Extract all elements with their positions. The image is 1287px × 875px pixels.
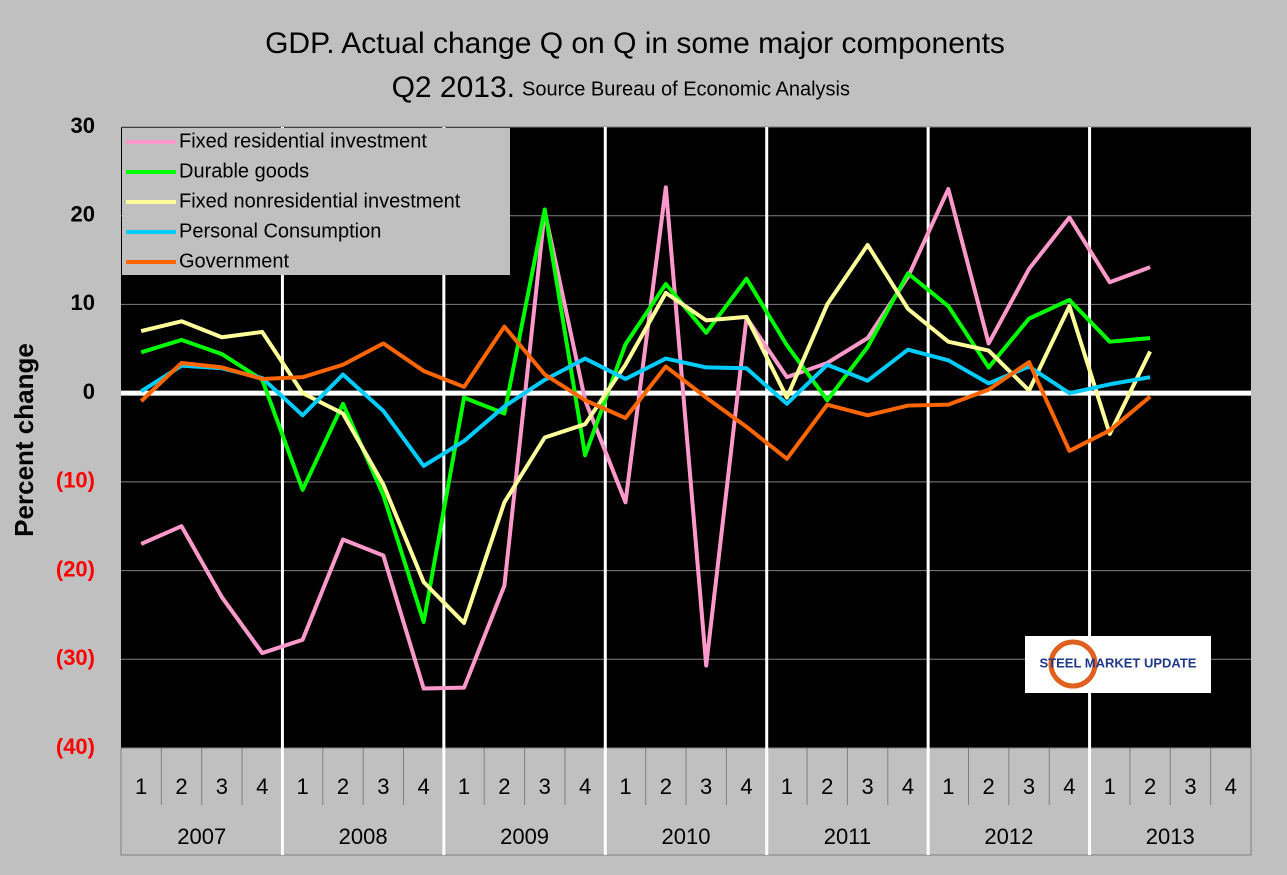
x-tick-label: 3 [539,774,551,799]
legend-label: Personal Consumption [179,220,381,242]
legend-label: Fixed nonresidential investment [179,190,461,212]
x-tick-label: 3 [377,774,389,799]
legend-label: Fixed residential investment [179,130,427,152]
series-line [140,242,1152,625]
x-tick-label: 4 [740,774,752,799]
year-label: 2011 [824,824,871,849]
series-line [140,347,1151,468]
x-tick-label: 1 [781,774,793,799]
series-line [140,185,1151,691]
logo-text: STEEL MARKET UPDATE [1040,655,1197,670]
chart-source: Source Bureau of Economic Analysis [522,78,850,100]
x-tick-label: 3 [1023,774,1035,799]
y-tick-label: (30) [56,645,95,670]
x-tick-label: 4 [418,774,430,799]
x-tick-label: 1 [942,774,954,799]
y-axis-label: Percent change [9,343,39,537]
y-tick-label: 30 [71,113,95,138]
year-label: 2007 [177,824,226,849]
logo-swirl [1048,639,1098,689]
x-tick-label: 1 [619,774,631,799]
y-tick-label: 10 [71,290,95,315]
year-label: 2008 [339,824,388,849]
logo-box [1025,636,1211,693]
chart-title: GDP. Actual change Q on Q in some major … [265,27,1005,60]
x-tick-label: 2 [175,774,187,799]
year-label: 2010 [662,824,711,849]
chart-subtitle: Q2 2013. [392,71,515,104]
legend-label: Durable goods [179,160,309,182]
x-tick-label: 3 [861,774,873,799]
x-tick-label: 3 [1184,774,1196,799]
y-tick-label: (20) [56,556,95,581]
x-tick-label: 4 [256,774,268,799]
x-tick-label: 2 [983,774,995,799]
x-tick-label: 2 [337,774,349,799]
y-tick-label: (40) [56,734,95,759]
x-tick-label: 1 [1104,774,1116,799]
x-tick-label: 1 [135,774,147,799]
y-tick-label: (10) [56,468,95,493]
x-tick-label: 2 [498,774,510,799]
x-tick-label: 2 [660,774,672,799]
x-tick-label: 1 [458,774,470,799]
x-tick-label: 1 [296,774,308,799]
x-tick-label: 3 [700,774,712,799]
x-tick-label: 4 [902,774,914,799]
x-tick-label: 4 [1225,774,1237,799]
year-label: 2012 [984,824,1033,849]
x-tick-label: 4 [1063,774,1075,799]
x-tick-label: 4 [579,774,591,799]
legend-label: Government [179,250,289,272]
legend-box [122,128,510,275]
year-label: 2013 [1146,824,1195,849]
series-line [139,324,1152,461]
y-tick-label: 20 [71,202,95,227]
year-label: 2009 [500,824,549,849]
x-tick-label: 3 [216,774,228,799]
x-tick-label: 2 [1144,774,1156,799]
series-line [140,207,1151,625]
y-tick-label: 0 [83,379,95,404]
x-tick-label: 2 [821,774,833,799]
